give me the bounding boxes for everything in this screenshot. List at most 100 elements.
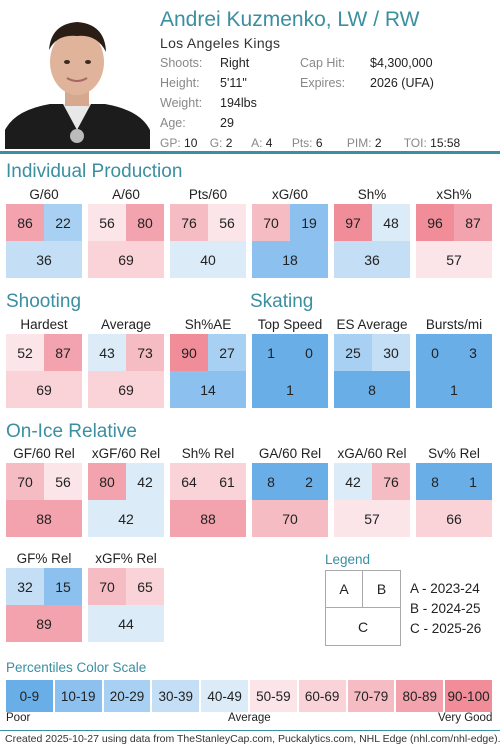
weight-label: Weight: [160,96,203,110]
percentile-b: 73 [126,334,164,371]
percentile-c: 14 [170,371,246,408]
stat-card: 86 22 36 [6,204,82,278]
legend-a: A [326,571,363,608]
legend-title: Legend [325,552,371,567]
scale-bin: 30-39 [152,680,202,712]
percentile-b: 56 [44,463,82,500]
percentile-b: 61 [208,463,246,500]
percentile-b: 65 [126,568,164,605]
scale-title: Percentiles Color Scale [6,660,147,675]
card-title: Sv% Rel [428,446,480,461]
caphit-value: $4,300,000 [370,56,433,70]
season-stats: GP: 10 G: 2 A: 4 Pts: 6 PIM: 2 TOI: 15:5… [160,136,460,150]
card-title: Bursts/mi [425,317,483,332]
percentile-c: 69 [6,371,82,408]
stat-card: 42 76 57 [334,463,410,537]
expires-label: Expires: [300,76,346,90]
stat-card: 56 80 69 [88,204,164,278]
percentile-a: 52 [6,334,44,371]
percentile-c: 8 [334,371,410,408]
card-title: G/60 [29,187,59,202]
stat-card: 90 27 14 [170,334,246,408]
footer-credits: Created 2025-10-27 using data from TheSt… [5,733,500,745]
stat-card: 80 42 42 [88,463,164,537]
scale-bin: 60-69 [298,680,348,712]
player-name: Andrei Kuzmenko, LW / RW [160,8,420,31]
percentile-b: 30 [372,334,410,371]
percentile-c: 57 [416,241,492,278]
section-skating: Skating [250,291,314,312]
percentile-b: 42 [126,463,164,500]
stat-card: 70 56 88 [6,463,82,537]
player-team: Los Angeles Kings [160,35,281,51]
percentile-c: 88 [170,500,246,537]
stat-card: 8 1 66 [416,463,492,537]
scale-bin: 80-89 [396,680,446,712]
toi-label: TOI: [403,136,427,150]
percentile-b: 48 [372,204,410,241]
percentile-a: 64 [170,463,208,500]
percentile-a: 42 [334,463,372,500]
percentile-b: 76 [372,463,410,500]
card-title: GF/60 Rel [13,446,75,461]
legend-b-text: B - 2024-25 [410,601,481,616]
pim-label: PIM: [346,136,372,150]
card-title: Sh%AE [184,317,232,332]
percentile-a: 80 [88,463,126,500]
scale-bin: 40-49 [201,680,250,712]
percentile-b: 19 [290,204,328,241]
scale-bin: 70-79 [347,680,397,712]
height-value: 5'11" [220,76,247,90]
stat-card: 97 48 36 [334,204,410,278]
footer-divider [0,730,500,731]
card-title: Top Speed [257,317,323,332]
percentile-c: 1 [252,371,328,408]
card-title: xGF% Rel [95,551,157,566]
player-photo [5,12,150,149]
weight-value: 194lbs [220,96,257,110]
percentile-c: 89 [6,605,82,642]
percentile-c: 42 [88,500,164,537]
height-label: Height: [160,76,200,90]
shoots-row: Shoots: [160,56,202,70]
percentile-a: 96 [416,204,454,241]
age-label: Age: [160,116,186,130]
header-divider [0,151,500,154]
percentile-a: 43 [88,334,126,371]
percentile-a: 56 [88,204,126,241]
percentile-c: 88 [6,500,82,537]
card-title: xG/60 [271,187,309,202]
percentile-a: 1 [252,334,290,371]
g-label: G: [209,136,223,150]
section-individual: Individual Production [6,161,183,182]
legend-c-text: C - 2025-26 [410,621,482,636]
card-title: ES Average [336,317,408,332]
percentile-a: 8 [416,463,454,500]
percentile-a: 0 [416,334,454,371]
legend-c: C [357,618,369,635]
card-title: xGF/60 Rel [91,446,161,461]
scale-bin: 10-19 [54,680,104,712]
shoots-label: Shoots: [160,56,203,70]
percentile-a: 90 [170,334,208,371]
percentile-c: 57 [334,500,410,537]
percentile-a: 70 [252,204,290,241]
toi-value: 15:58 [430,136,461,150]
percentile-c: 40 [170,241,246,278]
caphit-label: Cap Hit: [300,56,346,70]
card-title: Average [100,317,152,332]
percentile-b: 56 [208,204,246,241]
percentile-b: 80 [126,204,164,241]
a-value: 4 [265,136,273,150]
color-scale: 0-9 10-19 20-29 30-39 40-49 50-59 60-69 70-79 80… [6,680,494,712]
percentile-a: 25 [334,334,372,371]
gp-value: 10 [184,136,198,150]
stat-card: 25 30 8 [334,334,410,408]
percentile-c: 36 [6,241,82,278]
scale-average: Average [228,712,271,724]
legend-box: A B C [325,570,401,646]
card-title: xSh% [436,187,472,202]
card-title: Hardest [20,317,68,332]
